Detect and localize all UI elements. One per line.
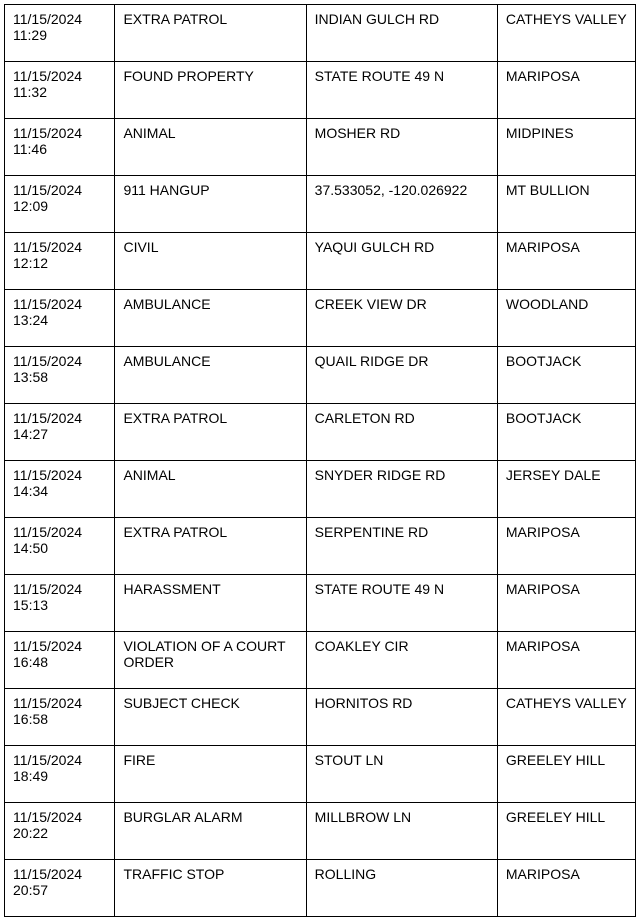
cell-datetime: 11/15/2024 11:46 <box>5 119 115 176</box>
cell-datetime: 11/15/2024 16:58 <box>5 689 115 746</box>
cell-type: 911 HANGUP <box>115 176 306 233</box>
table-row: 11/15/2024 20:57TRAFFIC STOPROLLINGMARIP… <box>5 860 636 917</box>
cell-location: ROLLING <box>306 860 497 917</box>
cell-type: EXTRA PATROL <box>115 404 306 461</box>
cell-datetime: 11/15/2024 14:50 <box>5 518 115 575</box>
cell-type: AMBULANCE <box>115 290 306 347</box>
table-row: 11/15/2024 13:58AMBULANCEQUAIL RIDGE DRB… <box>5 347 636 404</box>
cell-type: TRAFFIC STOP <box>115 860 306 917</box>
cell-type: HARASSMENT <box>115 575 306 632</box>
cell-location: MILLBROW LN <box>306 803 497 860</box>
cell-area: CATHEYS VALLEY <box>497 689 635 746</box>
cell-type: BURGLAR ALARM <box>115 803 306 860</box>
cell-datetime: 11/15/2024 14:34 <box>5 461 115 518</box>
cell-type: VIOLATION OF A COURT ORDER <box>115 632 306 689</box>
table-row: 11/15/2024 12:09911 HANGUP37.533052, -12… <box>5 176 636 233</box>
cell-location: QUAIL RIDGE DR <box>306 347 497 404</box>
cell-area: MARIPOSA <box>497 575 635 632</box>
cell-datetime: 11/15/2024 11:32 <box>5 62 115 119</box>
table-row: 11/15/2024 11:32FOUND PROPERTYSTATE ROUT… <box>5 62 636 119</box>
cell-datetime: 11/15/2024 16:48 <box>5 632 115 689</box>
cell-area: MARIPOSA <box>497 233 635 290</box>
cell-type: ANIMAL <box>115 461 306 518</box>
table-row: 11/15/2024 12:12CIVILYAQUI GULCH RDMARIP… <box>5 233 636 290</box>
cell-location: INDIAN GULCH RD <box>306 5 497 62</box>
cell-datetime: 11/15/2024 11:29 <box>5 5 115 62</box>
cell-location: STOUT LN <box>306 746 497 803</box>
table-row: 11/15/2024 16:48VIOLATION OF A COURT ORD… <box>5 632 636 689</box>
cell-location: CREEK VIEW DR <box>306 290 497 347</box>
cell-area: GREELEY HILL <box>497 803 635 860</box>
table-row: 11/15/2024 11:29EXTRA PATROLINDIAN GULCH… <box>5 5 636 62</box>
cell-datetime: 11/15/2024 13:24 <box>5 290 115 347</box>
cell-location: SERPENTINE RD <box>306 518 497 575</box>
cell-area: MARIPOSA <box>497 632 635 689</box>
table-row: 11/15/2024 20:22BURGLAR ALARMMILLBROW LN… <box>5 803 636 860</box>
cell-location: YAQUI GULCH RD <box>306 233 497 290</box>
cell-area: MARIPOSA <box>497 860 635 917</box>
table-row: 11/15/2024 13:24AMBULANCECREEK VIEW DRWO… <box>5 290 636 347</box>
cell-type: FIRE <box>115 746 306 803</box>
cell-area: JERSEY DALE <box>497 461 635 518</box>
cell-location: STATE ROUTE 49 N <box>306 575 497 632</box>
cell-datetime: 11/15/2024 13:58 <box>5 347 115 404</box>
cell-datetime: 11/15/2024 20:57 <box>5 860 115 917</box>
cell-location: HORNITOS RD <box>306 689 497 746</box>
table-row: 11/15/2024 14:50EXTRA PATROLSERPENTINE R… <box>5 518 636 575</box>
cell-location: COAKLEY CIR <box>306 632 497 689</box>
table-row: 11/15/2024 14:27EXTRA PATROLCARLETON RDB… <box>5 404 636 461</box>
table-row: 11/15/2024 18:49FIRESTOUT LNGREELEY HILL <box>5 746 636 803</box>
cell-location: MOSHER RD <box>306 119 497 176</box>
cell-datetime: 11/15/2024 15:13 <box>5 575 115 632</box>
cell-location: 37.533052, -120.026922 <box>306 176 497 233</box>
cell-type: ANIMAL <box>115 119 306 176</box>
cell-type: EXTRA PATROL <box>115 518 306 575</box>
cell-type: FOUND PROPERTY <box>115 62 306 119</box>
table-row: 11/15/2024 14:34ANIMALSNYDER RIDGE RDJER… <box>5 461 636 518</box>
cell-area: CATHEYS VALLEY <box>497 5 635 62</box>
cell-area: BOOTJACK <box>497 404 635 461</box>
cell-area: MARIPOSA <box>497 518 635 575</box>
cell-location: CARLETON RD <box>306 404 497 461</box>
table-row: 11/15/2024 11:46ANIMALMOSHER RDMIDPINES <box>5 119 636 176</box>
table-body: 11/15/2024 11:29EXTRA PATROLINDIAN GULCH… <box>5 5 636 917</box>
cell-datetime: 11/15/2024 12:12 <box>5 233 115 290</box>
cell-area: MARIPOSA <box>497 62 635 119</box>
cell-location: STATE ROUTE 49 N <box>306 62 497 119</box>
cell-area: WOODLAND <box>497 290 635 347</box>
cell-datetime: 11/15/2024 12:09 <box>5 176 115 233</box>
table-row: 11/15/2024 15:13HARASSMENTSTATE ROUTE 49… <box>5 575 636 632</box>
cell-type: EXTRA PATROL <box>115 5 306 62</box>
cell-location: SNYDER RIDGE RD <box>306 461 497 518</box>
cell-datetime: 11/15/2024 18:49 <box>5 746 115 803</box>
cell-area: MIDPINES <box>497 119 635 176</box>
cell-area: BOOTJACK <box>497 347 635 404</box>
table-row: 11/15/2024 16:58SUBJECT CHECKHORNITOS RD… <box>5 689 636 746</box>
cell-type: SUBJECT CHECK <box>115 689 306 746</box>
cell-type: CIVIL <box>115 233 306 290</box>
cell-area: MT BULLION <box>497 176 635 233</box>
incident-log-table: 11/15/2024 11:29EXTRA PATROLINDIAN GULCH… <box>4 4 636 917</box>
cell-datetime: 11/15/2024 20:22 <box>5 803 115 860</box>
cell-area: GREELEY HILL <box>497 746 635 803</box>
cell-datetime: 11/15/2024 14:27 <box>5 404 115 461</box>
cell-type: AMBULANCE <box>115 347 306 404</box>
